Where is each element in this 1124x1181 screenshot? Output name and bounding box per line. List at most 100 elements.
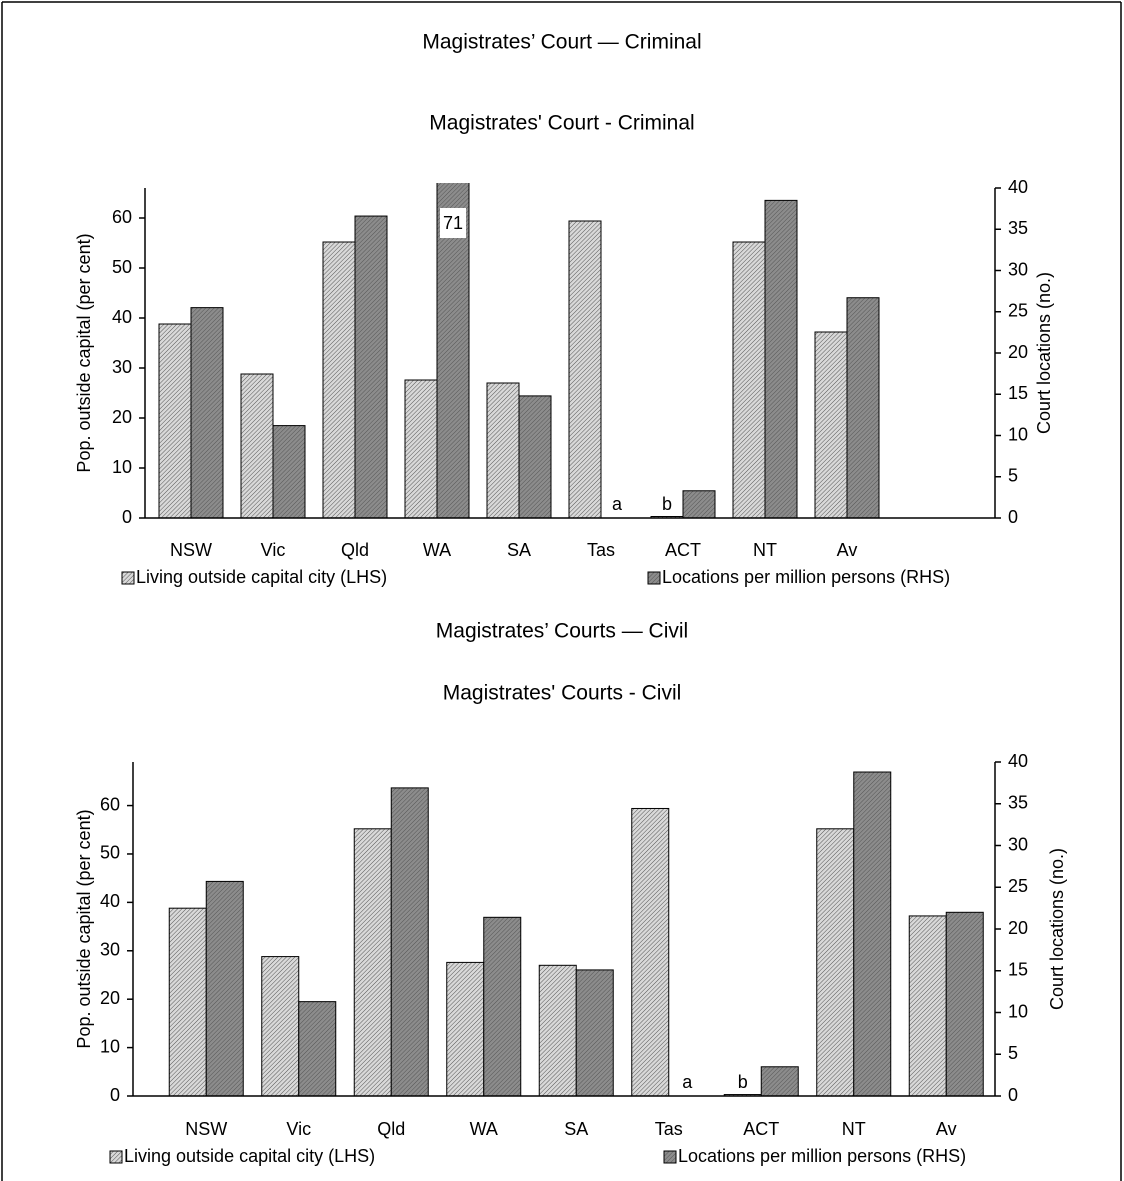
y2-tick-label: 15 bbox=[1008, 960, 1028, 980]
y-tick-label: 40 bbox=[100, 891, 120, 911]
bar bbox=[483, 916, 522, 1096]
bar bbox=[760, 1066, 799, 1096]
legend-swatch bbox=[109, 1150, 123, 1164]
bar bbox=[631, 807, 670, 1096]
x-tick-label: NT bbox=[753, 540, 777, 560]
value-label: a bbox=[612, 494, 623, 514]
bar bbox=[538, 964, 577, 1096]
x-tick-label: Qld bbox=[377, 1119, 405, 1139]
x-tick-label: Av bbox=[936, 1119, 957, 1139]
y2-tick-label: 40 bbox=[1008, 751, 1028, 771]
y-tick-label: 40 bbox=[112, 307, 132, 327]
value-label: a bbox=[682, 1072, 693, 1092]
chart-subtitle: Magistrates' Courts - Civil bbox=[443, 682, 682, 705]
y2-tick-label: 0 bbox=[1008, 1085, 1018, 1105]
y-tick-label: 60 bbox=[100, 794, 120, 814]
y-axis-label: Pop. outside capital (per cent) bbox=[74, 233, 94, 472]
y2-tick-label: 35 bbox=[1008, 218, 1028, 238]
legend-label: Locations per million persons (RHS) bbox=[678, 1146, 966, 1166]
bar bbox=[908, 915, 947, 1096]
x-tick-label: WA bbox=[423, 540, 451, 560]
x-tick-label: SA bbox=[507, 540, 531, 560]
bar bbox=[732, 241, 766, 518]
bar bbox=[168, 907, 207, 1096]
x-tick-label: ACT bbox=[743, 1119, 779, 1139]
bar bbox=[272, 425, 306, 518]
x-tick-label: ACT bbox=[665, 540, 701, 560]
y2-tick-label: 25 bbox=[1008, 301, 1028, 321]
y2-tick-label: 5 bbox=[1008, 1043, 1018, 1063]
x-tick-label: Vic bbox=[261, 540, 286, 560]
y2-tick-label: 30 bbox=[1008, 834, 1028, 854]
y2-axis-label: Court locations (no.) bbox=[1047, 848, 1067, 1010]
y2-tick-label: 40 bbox=[1008, 177, 1028, 197]
bar bbox=[945, 911, 984, 1096]
bar bbox=[446, 961, 485, 1096]
bar bbox=[205, 880, 244, 1096]
bar bbox=[764, 199, 798, 518]
y-tick-label: 60 bbox=[112, 207, 132, 227]
y2-tick-label: 0 bbox=[1008, 507, 1018, 527]
y2-tick-label: 20 bbox=[1008, 918, 1028, 938]
plot-area bbox=[158, 183, 880, 518]
x-tick-label: Tas bbox=[655, 1119, 683, 1139]
bar bbox=[404, 379, 438, 518]
y-tick-label: 50 bbox=[100, 843, 120, 863]
bar bbox=[853, 771, 892, 1096]
bar bbox=[322, 241, 356, 518]
legend-label: Locations per million persons (RHS) bbox=[662, 567, 950, 587]
bar bbox=[261, 956, 300, 1096]
bar bbox=[568, 220, 602, 518]
y2-tick-label: 15 bbox=[1008, 383, 1028, 403]
legend-swatch bbox=[647, 571, 661, 585]
legend-swatch bbox=[121, 571, 135, 585]
plot-area bbox=[168, 771, 984, 1096]
bar bbox=[390, 787, 429, 1096]
bar bbox=[814, 331, 848, 518]
y-tick-label: 30 bbox=[112, 357, 132, 377]
y-tick-label: 10 bbox=[100, 1036, 120, 1056]
bar bbox=[816, 828, 855, 1096]
x-tick-label: NSW bbox=[170, 540, 212, 560]
y2-tick-label: 5 bbox=[1008, 466, 1018, 486]
y2-tick-label: 35 bbox=[1008, 793, 1028, 813]
bar bbox=[158, 323, 192, 518]
y-tick-label: 50 bbox=[112, 257, 132, 277]
bar bbox=[240, 373, 274, 518]
bar bbox=[486, 382, 520, 518]
bar bbox=[353, 828, 392, 1096]
x-tick-label: WA bbox=[470, 1119, 498, 1139]
value-label: b bbox=[738, 1072, 748, 1092]
y-tick-label: 30 bbox=[100, 940, 120, 960]
legend-swatch bbox=[663, 1150, 677, 1164]
y2-tick-label: 10 bbox=[1008, 1001, 1028, 1021]
bar bbox=[846, 297, 880, 518]
x-tick-label: NT bbox=[842, 1119, 866, 1139]
y-tick-label: 20 bbox=[112, 407, 132, 427]
y2-tick-label: 10 bbox=[1008, 424, 1028, 444]
value-label: b bbox=[662, 494, 672, 514]
bar bbox=[436, 183, 470, 518]
y-tick-label: 20 bbox=[100, 988, 120, 1008]
bar bbox=[575, 969, 614, 1096]
y2-tick-label: 30 bbox=[1008, 259, 1028, 279]
bar bbox=[298, 1001, 337, 1096]
y2-axis-label: Court locations (no.) bbox=[1034, 272, 1054, 434]
y-axis-label: Pop. outside capital (per cent) bbox=[74, 809, 94, 1048]
x-tick-label: Vic bbox=[286, 1119, 311, 1139]
x-tick-label: Tas bbox=[587, 540, 615, 560]
bar bbox=[354, 215, 388, 518]
x-tick-label: SA bbox=[564, 1119, 588, 1139]
x-tick-label: Qld bbox=[341, 540, 369, 560]
y2-tick-label: 20 bbox=[1008, 342, 1028, 362]
bar bbox=[518, 395, 552, 518]
y-tick-label: 0 bbox=[122, 507, 132, 527]
x-tick-label: NSW bbox=[185, 1119, 227, 1139]
chart-title: Magistrates’ Court — Criminal bbox=[422, 31, 701, 54]
chart-title: Magistrates’ Courts — Civil bbox=[436, 620, 688, 643]
bar bbox=[190, 307, 224, 518]
value-label-box bbox=[440, 208, 466, 238]
x-tick-label: Av bbox=[837, 540, 858, 560]
